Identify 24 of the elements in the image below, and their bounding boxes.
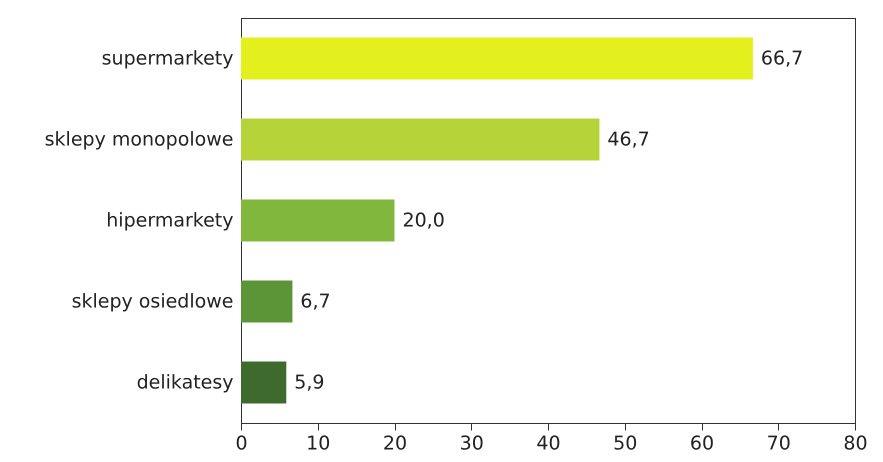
bar — [241, 118, 600, 161]
data-label: 20,0 — [402, 210, 445, 232]
x-tick-label: 10 — [306, 432, 330, 454]
bar — [241, 199, 394, 242]
y-tick-label: supermarkety — [102, 48, 234, 70]
x-tick-label: 20 — [382, 432, 408, 454]
x-tick-label: 60 — [690, 432, 714, 454]
data-label: 6,7 — [300, 290, 331, 312]
bar — [241, 280, 292, 323]
data-label: 46,7 — [607, 128, 650, 150]
x-tick-label: 50 — [613, 432, 638, 454]
x-tick-label: 70 — [766, 432, 791, 454]
x-tick-label: 40 — [536, 432, 561, 454]
bar — [241, 37, 753, 80]
x-tick-label: 80 — [843, 432, 868, 454]
y-tick-label: sklepy monopolowe — [44, 128, 234, 150]
y-tick-label: hipermarkety — [106, 210, 234, 232]
data-label: 5,9 — [294, 372, 324, 394]
x-tick-label: 30 — [460, 432, 484, 454]
bar — [241, 361, 286, 404]
y-tick-label: sklepy osiedlowe — [72, 290, 234, 312]
x-tick-label: 0 — [235, 432, 248, 454]
data-label: 66,7 — [760, 48, 804, 70]
y-tick-label: delikatesy — [136, 372, 234, 394]
